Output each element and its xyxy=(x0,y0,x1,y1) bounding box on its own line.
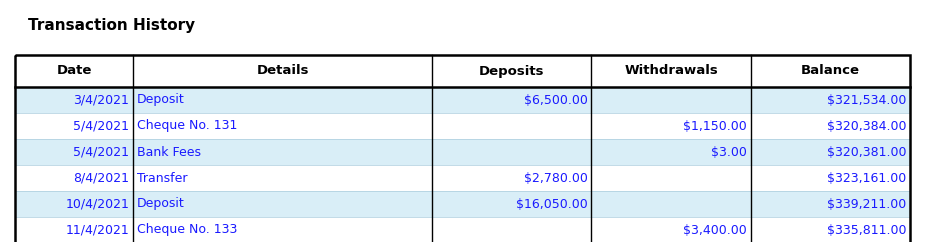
Text: $323,161.00: $323,161.00 xyxy=(827,172,906,184)
Text: 3/4/2021: 3/4/2021 xyxy=(73,93,130,106)
Text: Withdrawals: Withdrawals xyxy=(624,65,718,77)
Text: Deposits: Deposits xyxy=(479,65,545,77)
Text: $321,534.00: $321,534.00 xyxy=(827,93,906,106)
Text: Deposit: Deposit xyxy=(137,93,185,106)
Text: $16,050.00: $16,050.00 xyxy=(515,197,587,211)
Text: 11/4/2021: 11/4/2021 xyxy=(66,224,130,236)
Bar xyxy=(15,55,910,87)
Text: Balance: Balance xyxy=(801,65,860,77)
Text: Date: Date xyxy=(56,65,92,77)
Text: 10/4/2021: 10/4/2021 xyxy=(66,197,130,211)
Text: $3,400.00: $3,400.00 xyxy=(683,224,746,236)
Text: Deposit: Deposit xyxy=(137,197,185,211)
Text: 8/4/2021: 8/4/2021 xyxy=(73,172,130,184)
Text: $6,500.00: $6,500.00 xyxy=(524,93,587,106)
Text: $335,811.00: $335,811.00 xyxy=(827,224,906,236)
Text: $339,211.00: $339,211.00 xyxy=(827,197,906,211)
Bar xyxy=(15,217,910,242)
Text: Transfer: Transfer xyxy=(137,172,188,184)
Bar xyxy=(15,113,910,139)
Text: $320,381.00: $320,381.00 xyxy=(827,145,906,159)
Text: $320,384.00: $320,384.00 xyxy=(827,120,906,133)
Bar xyxy=(15,191,910,217)
Text: Transaction History: Transaction History xyxy=(28,18,195,33)
Text: Cheque No. 131: Cheque No. 131 xyxy=(137,120,238,133)
Text: Cheque No. 133: Cheque No. 133 xyxy=(137,224,238,236)
Text: $2,780.00: $2,780.00 xyxy=(524,172,587,184)
Text: Bank Fees: Bank Fees xyxy=(137,145,201,159)
Bar xyxy=(15,87,910,113)
Bar xyxy=(15,55,910,242)
Text: 5/4/2021: 5/4/2021 xyxy=(73,120,130,133)
Bar xyxy=(15,165,910,191)
Text: 5/4/2021: 5/4/2021 xyxy=(73,145,130,159)
Text: $3.00: $3.00 xyxy=(710,145,746,159)
Text: Details: Details xyxy=(256,65,309,77)
Bar xyxy=(15,139,910,165)
Text: $1,150.00: $1,150.00 xyxy=(683,120,746,133)
